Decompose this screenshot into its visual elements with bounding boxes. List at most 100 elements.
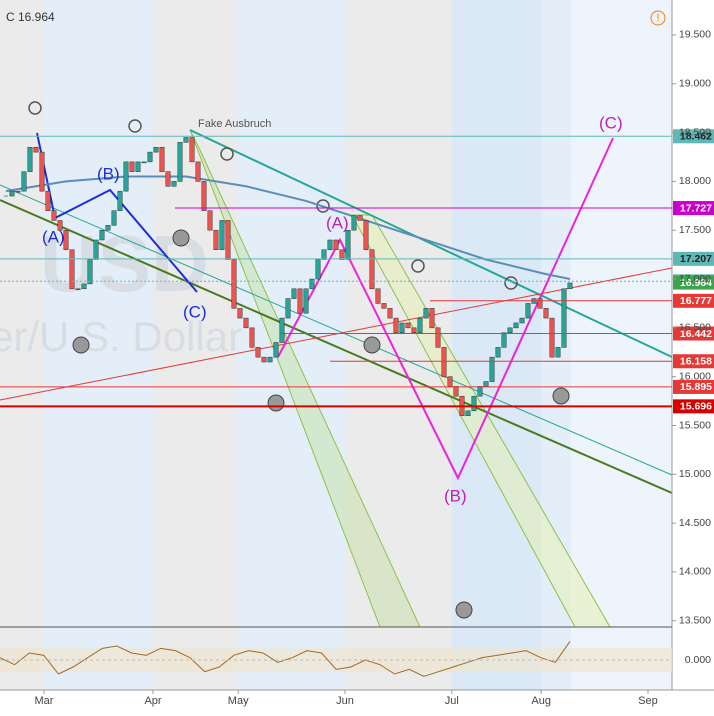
candle bbox=[423, 308, 429, 319]
candle bbox=[291, 288, 297, 299]
level-label: 17.727 bbox=[680, 202, 712, 214]
candle bbox=[489, 356, 495, 382]
y-tick-label: 13.500 bbox=[679, 615, 711, 627]
candle bbox=[297, 288, 303, 314]
symbol-info: C 16.964 bbox=[6, 10, 55, 24]
x-tick-label: May bbox=[228, 695, 249, 707]
level-label-box bbox=[673, 275, 714, 290]
candle bbox=[411, 327, 417, 333]
candle bbox=[321, 249, 327, 260]
candle bbox=[447, 376, 453, 387]
candle bbox=[399, 322, 405, 333]
candle bbox=[87, 259, 93, 285]
candle bbox=[141, 161, 147, 164]
y-tick-label: 19.000 bbox=[679, 78, 711, 90]
candle bbox=[177, 142, 183, 182]
candle bbox=[273, 342, 279, 358]
candle bbox=[93, 239, 99, 260]
level-label-box bbox=[673, 251, 714, 266]
x-tick-label: Aug bbox=[531, 695, 551, 707]
alert-icon[interactable] bbox=[650, 10, 666, 26]
candle bbox=[117, 190, 123, 211]
candle bbox=[189, 137, 195, 163]
candle bbox=[315, 259, 321, 280]
level-label-box bbox=[673, 379, 714, 394]
candle bbox=[537, 298, 543, 309]
candle bbox=[27, 146, 33, 172]
candle bbox=[363, 220, 369, 250]
x-tick-label: Mar bbox=[35, 695, 54, 707]
candle bbox=[303, 288, 309, 314]
candle bbox=[207, 210, 213, 231]
candle bbox=[567, 282, 573, 290]
candle bbox=[393, 317, 399, 333]
candle bbox=[381, 303, 387, 309]
candle bbox=[69, 249, 75, 290]
drawings bbox=[0, 101, 673, 628]
wave-label: (C) bbox=[599, 113, 623, 132]
watermark-description: er/U.S. Dollar bbox=[0, 313, 242, 360]
candle bbox=[501, 332, 507, 348]
y-tick-label: 17.000 bbox=[679, 273, 711, 285]
y-tick-label: 18.000 bbox=[679, 175, 711, 187]
candle bbox=[261, 356, 267, 363]
y-tick-label: 19.500 bbox=[679, 29, 711, 41]
candle bbox=[171, 181, 177, 187]
candle bbox=[111, 210, 117, 226]
level-label: 15.895 bbox=[680, 381, 712, 393]
candle bbox=[63, 229, 69, 250]
candle bbox=[309, 278, 315, 290]
level-label: 18.462 bbox=[680, 131, 712, 143]
candle bbox=[369, 249, 375, 290]
candle bbox=[81, 283, 87, 290]
candle bbox=[519, 317, 525, 324]
time-axis bbox=[0, 691, 714, 711]
candle bbox=[417, 317, 423, 333]
candle bbox=[105, 225, 111, 231]
x-tick-label: Jun bbox=[336, 695, 354, 707]
candle bbox=[123, 161, 129, 192]
y-tick-label: 14.000 bbox=[679, 566, 711, 578]
candle bbox=[51, 210, 57, 221]
candle bbox=[213, 229, 219, 250]
candle bbox=[435, 327, 441, 348]
level-label-box bbox=[673, 354, 714, 369]
level-label: 17.207 bbox=[680, 253, 712, 265]
level-label: 15.696 bbox=[680, 401, 712, 413]
y-tick-label: 16.000 bbox=[679, 370, 711, 382]
candle bbox=[225, 220, 231, 260]
level-label-box bbox=[673, 293, 714, 308]
wave-label: (C) bbox=[183, 302, 207, 321]
x-tick-label: Sep bbox=[638, 695, 658, 707]
candle bbox=[219, 220, 225, 250]
level-label: 16.442 bbox=[680, 328, 712, 340]
candle bbox=[543, 308, 549, 319]
level-label-box bbox=[673, 399, 714, 414]
candle bbox=[333, 239, 339, 250]
candle bbox=[249, 327, 255, 348]
y-tick-label: 14.500 bbox=[679, 517, 711, 529]
level-label-box bbox=[673, 129, 714, 144]
candle bbox=[33, 146, 39, 153]
candle bbox=[429, 308, 435, 329]
candle bbox=[495, 347, 501, 358]
level-label: 16.964 bbox=[680, 277, 712, 289]
candle bbox=[57, 220, 63, 231]
x-tick-label: Jul bbox=[445, 695, 459, 707]
candle bbox=[231, 259, 237, 309]
candle bbox=[453, 386, 459, 397]
candle bbox=[375, 288, 381, 304]
candle bbox=[525, 303, 531, 319]
candle bbox=[45, 190, 51, 211]
candle bbox=[465, 410, 471, 416]
wave-label: (A) bbox=[42, 227, 65, 246]
candle bbox=[327, 239, 333, 250]
plot bbox=[4, 137, 573, 416]
x-tick-label: Apr bbox=[144, 695, 161, 707]
y-tick-label: 17.500 bbox=[679, 224, 711, 236]
alert-icon-glyph: ! bbox=[656, 12, 659, 24]
candle bbox=[243, 317, 249, 329]
candle bbox=[147, 151, 153, 163]
candle bbox=[9, 190, 15, 197]
